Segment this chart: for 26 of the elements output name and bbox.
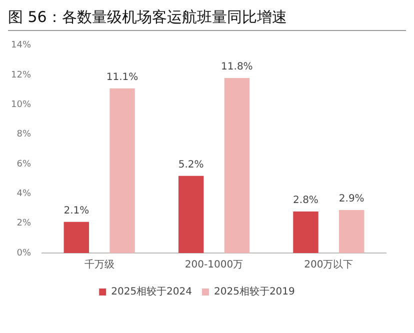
legend-label: 2025相较于2019 [214, 286, 295, 298]
y-tick-label: 12% [10, 70, 32, 80]
data-label: 5.2% [178, 159, 204, 170]
bar [178, 176, 204, 253]
chart-title: 图 56：各数量级机场客运航班量同比增速 [8, 8, 406, 31]
y-tick-label: 0% [16, 248, 32, 258]
y-tick-label: 14% [10, 40, 32, 51]
data-label: 11.8% [221, 62, 253, 73]
data-label: 2.1% [64, 205, 90, 216]
y-tick-label: 4% [16, 189, 32, 200]
bar [293, 211, 318, 253]
data-label: 2.9% [338, 194, 364, 205]
data-label: 2.8% [293, 195, 318, 206]
bar [224, 78, 250, 253]
y-tick-label: 8% [16, 130, 32, 140]
bar [338, 210, 364, 253]
y-tick-label: 2% [16, 218, 32, 229]
x-tick-label: 200万以下 [304, 258, 354, 271]
legend-label: 2025相较于2024 [111, 286, 192, 298]
data-label: 11.1% [106, 72, 138, 83]
x-tick-label: 200-1000万 [184, 260, 244, 271]
bar [110, 88, 135, 253]
y-tick-label: 10% [10, 100, 32, 110]
y-tick-label: 6% [16, 159, 32, 170]
x-tick-label: 千万级 [84, 258, 114, 271]
bar [64, 222, 90, 253]
